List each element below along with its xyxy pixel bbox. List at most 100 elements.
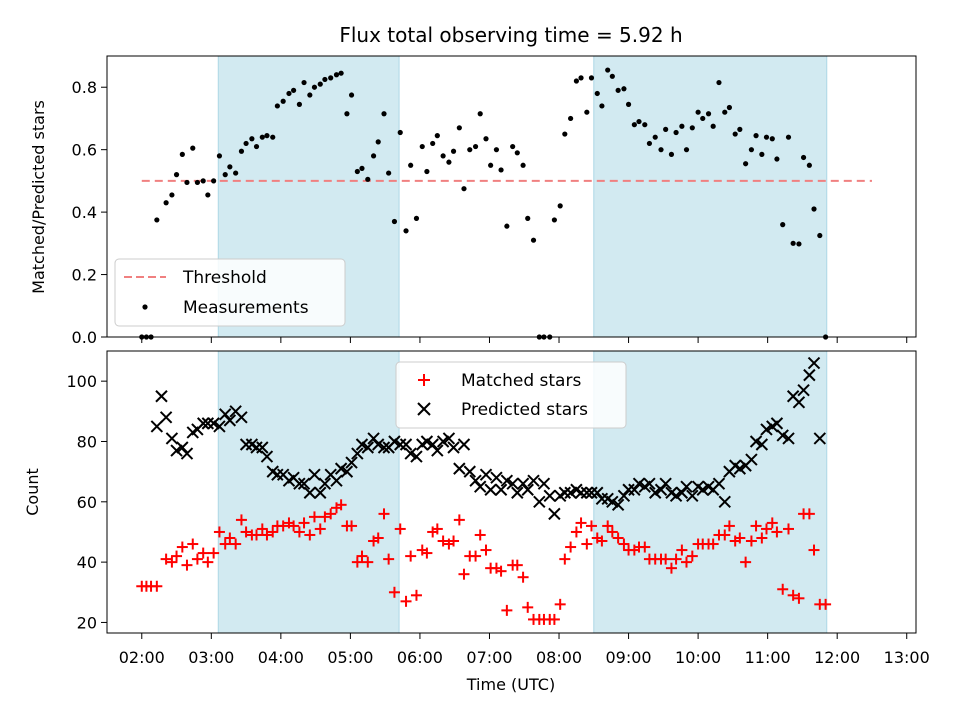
matched-star-point — [783, 523, 795, 535]
predicted-star-point — [165, 432, 179, 445]
measurement-point — [732, 131, 738, 137]
ratio-y-axis: 0.0 0.2 0.4 0.6 0.8 — [72, 78, 107, 347]
predicted-star-stroke — [260, 450, 274, 463]
count-legend: Matched stars Predicted stars — [395, 361, 627, 429]
predicted-star-point — [431, 444, 444, 457]
matched-star-point — [612, 532, 624, 544]
predicted-star-stroke — [410, 450, 423, 463]
measurement-point — [333, 72, 340, 78]
predicted-star-stroke — [533, 495, 546, 509]
matched-star-point — [565, 541, 577, 553]
matched-star-point — [681, 556, 693, 568]
measurement-point — [806, 162, 812, 168]
measurement-point — [328, 75, 334, 81]
time-x-tick-label: 05:00 — [327, 648, 373, 667]
measurement-point — [154, 217, 160, 223]
predicted-star-point — [303, 486, 317, 499]
predicted-star-point — [564, 486, 577, 499]
predicted-star-stroke — [334, 462, 348, 475]
predicted-star-point — [330, 474, 343, 487]
predicted-star-stroke — [611, 498, 625, 512]
measurement-point — [322, 76, 328, 83]
measurement-point — [599, 103, 605, 109]
measurement-point — [710, 123, 716, 129]
matched-star-point — [400, 595, 412, 607]
matched-star-point — [240, 526, 252, 538]
predicted-star-point — [669, 489, 683, 502]
time-x-axis: 02:00 03:00 04:00 05:00 06:00 07:00 08:00 09:00… — [119, 633, 930, 667]
measurement-point — [769, 136, 775, 142]
matched-star-point — [160, 553, 172, 565]
count-y-axis-label: Count — [23, 468, 42, 516]
measurement-point — [397, 129, 403, 136]
predicted-star-stroke — [351, 447, 364, 460]
predicted-star-stroke — [622, 483, 635, 496]
predicted-star-point — [611, 498, 625, 512]
predicted-star-point — [453, 462, 466, 475]
predicted-star-point — [659, 477, 672, 490]
matched-star-point — [723, 520, 735, 532]
predicted-star-stroke — [314, 486, 327, 499]
measurement-point — [391, 218, 398, 225]
matched-star-point — [665, 562, 677, 574]
matched-star-point — [181, 559, 193, 571]
measurement-point — [307, 92, 313, 98]
matched-star-point — [676, 544, 688, 556]
matched-star-point — [602, 520, 614, 532]
predicted-star-point — [686, 489, 699, 502]
measurement-point — [270, 134, 276, 140]
measurement-point — [722, 109, 728, 115]
matched-star-point — [803, 508, 815, 520]
predicted-star-point — [580, 486, 594, 499]
matched-star-point — [224, 532, 236, 544]
matched-star-point — [548, 613, 560, 625]
matched-star-point — [820, 598, 832, 610]
count-y-tick-label: 20 — [77, 613, 97, 632]
predicted-star-stroke — [659, 477, 672, 490]
predicted-star-stroke — [494, 483, 508, 496]
matched-star-point — [346, 520, 358, 532]
predicted-star-stroke — [792, 396, 806, 409]
matched-star-point — [760, 523, 772, 535]
matched-star-point — [585, 520, 597, 532]
predicted-star-point — [297, 477, 311, 490]
predicted-star-stroke — [297, 477, 311, 490]
ratio-panel: 0.00.20.40.60.8 Matched/Predicted stars … — [29, 55, 917, 347]
measurement-point — [205, 192, 211, 198]
ratio-y-tick-label: 0.4 — [72, 203, 97, 222]
predicted-star-point — [308, 468, 321, 481]
measurement-point — [705, 111, 712, 117]
predicted-star-stroke — [266, 465, 279, 478]
matched-star-point — [458, 568, 470, 580]
matched-star-point — [166, 556, 178, 568]
predicted-star-stroke — [585, 486, 598, 499]
predicted-star-point — [755, 438, 769, 451]
predicted-star-stroke — [564, 486, 577, 499]
predicted-star-stroke — [755, 438, 769, 451]
predicted-star-point — [420, 435, 434, 448]
predicted-star-stroke — [453, 462, 466, 475]
predicted-star-point — [159, 411, 173, 424]
measurement-point — [365, 176, 371, 182]
predicted-star-stroke — [159, 411, 173, 424]
matched-star-point — [787, 589, 799, 601]
measurement-point — [605, 67, 611, 73]
matched-star-point — [362, 556, 374, 568]
count-marks — [136, 356, 832, 625]
count-y-tick-label: 40 — [77, 553, 97, 572]
predicted-star-point — [377, 441, 391, 454]
predicted-star-point — [622, 483, 635, 496]
matched-star-point — [570, 526, 582, 538]
matched-star-point — [474, 529, 486, 541]
predicted-star-point — [632, 477, 646, 490]
matched-star-point — [202, 556, 214, 568]
measurement-point — [408, 162, 414, 168]
measurement-point — [403, 228, 409, 234]
predicted-star-stroke — [595, 492, 609, 505]
predicted-star-stroke — [442, 432, 456, 445]
matched-star-point — [686, 550, 698, 562]
predicted-star-point — [649, 486, 662, 499]
measurement-point — [286, 90, 292, 97]
measurement-point — [413, 215, 420, 221]
measurement-point — [296, 101, 302, 107]
